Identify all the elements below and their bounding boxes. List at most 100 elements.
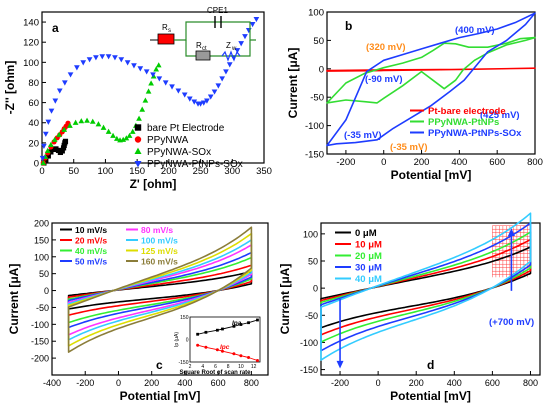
panel-b-chart: -200 0 200 400 600 800 -150 -100 -50 0 50 100 Potent…: [286, 8, 543, 183]
data-point: [110, 132, 116, 138]
x-tick-label: 100: [97, 166, 113, 177]
x-tick-label: -200: [331, 378, 349, 388]
data-point: [245, 28, 252, 34]
data-point: [139, 106, 146, 112]
x-tick-label: 200: [409, 378, 424, 388]
data-point: [56, 131, 62, 137]
data-point: [61, 126, 68, 132]
inset-point: [239, 354, 243, 358]
data-point: [120, 136, 127, 142]
data-point: [191, 99, 198, 105]
resistor-rs: [157, 33, 175, 45]
data-point: [234, 48, 241, 54]
data-point: [249, 22, 256, 28]
legend-entry: 20 mV/s: [75, 236, 107, 246]
inset-point: [220, 349, 224, 353]
y-tick-label: 100: [23, 58, 39, 69]
inset-point: [204, 345, 208, 349]
x-axis-label: Potential [mV]: [120, 389, 201, 403]
inset-x-tick-label: 4: [201, 364, 204, 370]
inset-point: [247, 321, 250, 325]
inset-point: [215, 328, 219, 332]
y-tick-label: -150: [300, 365, 318, 375]
data-point: [134, 124, 142, 131]
data-point: [80, 60, 87, 66]
data-point: [105, 128, 112, 134]
series-curve: [326, 67, 536, 72]
data-point: [48, 141, 54, 147]
data-point: [86, 57, 93, 63]
panel-letter: a: [52, 21, 59, 35]
data-point: [39, 155, 46, 162]
rct-label: R: [196, 41, 202, 50]
data-point: [126, 132, 133, 138]
inset-y-tick-label: -150: [178, 360, 188, 366]
data-point: [56, 88, 63, 94]
data-point: [52, 98, 59, 104]
peak-annotation: (-90 mV): [365, 74, 402, 85]
data-point: [137, 66, 144, 72]
plot-frame: [41, 11, 265, 164]
legend-entry: 100 mV/s: [141, 236, 178, 246]
y-tick-label: -150: [305, 150, 324, 161]
y-tick-label: 100: [34, 252, 49, 262]
scan-rate-inset: 2 4 6 8 10 12 -150 0 150 Square Root of scan rate…: [174, 315, 261, 376]
legend-entry: PPyNWA-SOx: [147, 147, 211, 158]
x-tick-label: 600: [211, 378, 226, 388]
inset-point: [221, 327, 224, 331]
resistor-rct: [195, 50, 211, 61]
data-point: [41, 143, 47, 150]
x-tick-label: 800: [244, 378, 259, 388]
x-tick-label: 250: [193, 166, 209, 177]
data-point: [145, 88, 152, 94]
y-axis-label: Current [μA]: [7, 264, 21, 335]
data-point: [142, 97, 149, 103]
y-tick-label: 50: [313, 36, 324, 47]
x-tick-label: 200: [144, 378, 159, 388]
x-tick-label: 200: [161, 166, 177, 177]
rs-label: R: [162, 23, 168, 32]
inset-frame: [189, 316, 261, 363]
y-tick-label: -100: [31, 320, 49, 330]
legend-entry: 160 mV/s: [141, 257, 178, 267]
data-point: [44, 147, 51, 153]
rs-subscript: s: [168, 28, 171, 34]
peak-annotation: (425 mV): [480, 110, 520, 121]
x-tick-label: 400: [177, 378, 192, 388]
wire: [185, 40, 251, 57]
data-point: [112, 55, 118, 61]
data-point: [238, 41, 245, 47]
legend-entry: 20 μM: [355, 251, 382, 262]
plot-frame: [326, 11, 536, 155]
data-point: [156, 76, 163, 82]
y-tick-label: 50: [39, 269, 49, 279]
x-tick-label: 300: [224, 166, 240, 177]
inset-point: [232, 324, 236, 328]
data-point: [226, 62, 233, 68]
series-curve: [320, 212, 532, 361]
y-tick-label: 100: [303, 229, 318, 239]
data-point: [113, 135, 120, 141]
x-tick-label: 600: [489, 157, 505, 168]
data-point: [211, 89, 218, 95]
x-tick-label: 800: [523, 378, 538, 388]
data-point: [67, 72, 74, 78]
y-tick-label: 100: [308, 8, 324, 19]
x-tick-label: -400: [43, 378, 61, 388]
x-axis-label: Z' [ohm]: [130, 177, 177, 191]
x-tick-label: 0: [39, 166, 44, 177]
peak-annotation: (320 mV): [366, 42, 406, 53]
legend-entry: 30 μM: [355, 263, 382, 274]
y-tick-label: -50: [36, 303, 49, 313]
data-point: [123, 135, 130, 141]
y-tick-label: 0: [313, 284, 318, 294]
legend-entry: 50 mV/s: [75, 257, 107, 267]
data-point: [129, 128, 136, 134]
data-point: [51, 136, 58, 142]
x-tick-label: 800: [527, 157, 543, 168]
data-point: [136, 115, 142, 121]
data-point: [40, 159, 47, 166]
x-tick-label: 0: [381, 157, 386, 168]
y-axis-label: -Z'' [ohm]: [3, 61, 17, 115]
